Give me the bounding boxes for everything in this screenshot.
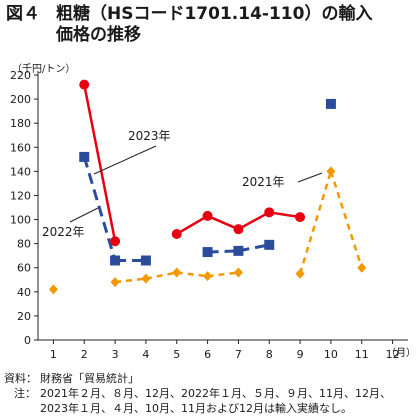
y-tick-label: 180 <box>10 117 31 130</box>
x-tick-label: 1 <box>50 348 57 361</box>
x-tick-label: 8 <box>266 348 273 361</box>
series-2-segment <box>269 211 301 219</box>
series-1-point <box>233 245 244 256</box>
series-label-leader <box>297 172 323 183</box>
series-2-point <box>295 212 306 223</box>
series-1-point <box>325 98 336 109</box>
series-0-point <box>295 268 305 279</box>
series-0-point <box>48 284 58 295</box>
series-0-point <box>233 267 243 278</box>
y-tick-label: 160 <box>10 141 31 154</box>
chart-title: 図４ 粗糖（HSコード1701.14-110）の輸入 価格の推移 <box>6 4 418 46</box>
series-0-segment <box>329 170 363 269</box>
series-2-point <box>79 79 90 90</box>
series-1-point <box>79 151 90 162</box>
x-tick-label: 5 <box>173 348 180 361</box>
series-2-segment <box>176 214 209 236</box>
series-label: 2021年 <box>242 175 285 189</box>
series-2-point <box>171 229 182 239</box>
figure-number: 図４ <box>6 4 40 24</box>
series-2-segment <box>207 214 239 231</box>
y-tick-label: 100 <box>10 214 31 227</box>
series-0-segment <box>207 271 239 278</box>
note-label: 注： <box>14 387 36 400</box>
series-0-point <box>326 166 336 177</box>
y-axis-unit: （千円/トン） <box>12 64 76 75</box>
series-1-point <box>110 255 121 266</box>
x-tick-label: 7 <box>235 348 242 361</box>
series-1-point <box>140 255 151 266</box>
x-tick-label: 6 <box>204 348 211 361</box>
title-line-1: 粗糖（HSコード1701.14-110）の輸入 <box>56 4 373 24</box>
y-tick-label: 40 <box>17 286 31 299</box>
source-notes: 資料： 財務省「貿易統計」 注： 2021年２月、８月、12月、2022年１月、… <box>4 371 418 416</box>
series-2-segment <box>237 211 270 231</box>
series-0-point <box>203 271 213 282</box>
series-label: 2022年 <box>42 225 85 239</box>
series-1-segment <box>207 249 239 254</box>
series-0-point <box>110 277 120 288</box>
series-2-point <box>110 236 121 247</box>
series-1-point <box>202 247 213 258</box>
x-axis-unit: （月） <box>386 348 416 359</box>
series-2-point <box>202 210 213 221</box>
y-tick-label: 120 <box>10 189 31 202</box>
series-0-point <box>357 262 367 273</box>
y-tick-label: 140 <box>10 165 31 178</box>
series-1-segment <box>82 156 117 261</box>
title-line-2: 価格の推移 <box>56 25 141 45</box>
y-tick-label: 80 <box>17 238 31 251</box>
series-1-point <box>264 239 275 250</box>
x-tick-label: 3 <box>112 348 119 361</box>
x-tick-label: 2 <box>81 348 88 361</box>
x-tick-label: 9 <box>297 348 304 361</box>
series-label-leader <box>69 207 99 223</box>
series-0-point <box>141 273 151 284</box>
series-label-leader <box>93 145 157 175</box>
series-0-segment <box>298 171 333 275</box>
x-tick-label: 4 <box>142 348 149 361</box>
source-label: 資料： <box>4 372 37 385</box>
y-tick-label: 0 <box>24 334 31 347</box>
series-0-segment <box>145 271 177 280</box>
y-tick-label: 60 <box>17 262 31 275</box>
series-0-segment <box>114 277 147 284</box>
note-text: 2021年２月、８月、12月、2022年１月、５月、９月、11月、12月、202… <box>40 387 391 415</box>
series-2-point <box>233 224 244 235</box>
series-0-point <box>172 267 182 278</box>
x-tick-label: 11 <box>355 348 369 361</box>
x-tick-label: 10 <box>324 348 338 361</box>
y-tick-label: 20 <box>17 310 31 323</box>
y-tick-label: 200 <box>10 93 31 106</box>
source-text: 財務省「貿易統計」 <box>40 372 139 385</box>
x-tick-label: 12 <box>386 348 400 361</box>
y-tick-label: 220 <box>10 69 31 82</box>
series-label: 2023年 <box>128 129 171 143</box>
series-2-segment <box>83 84 117 242</box>
series-0-segment <box>176 271 208 278</box>
series-1-segment <box>238 243 270 253</box>
series-2-point <box>264 207 275 218</box>
